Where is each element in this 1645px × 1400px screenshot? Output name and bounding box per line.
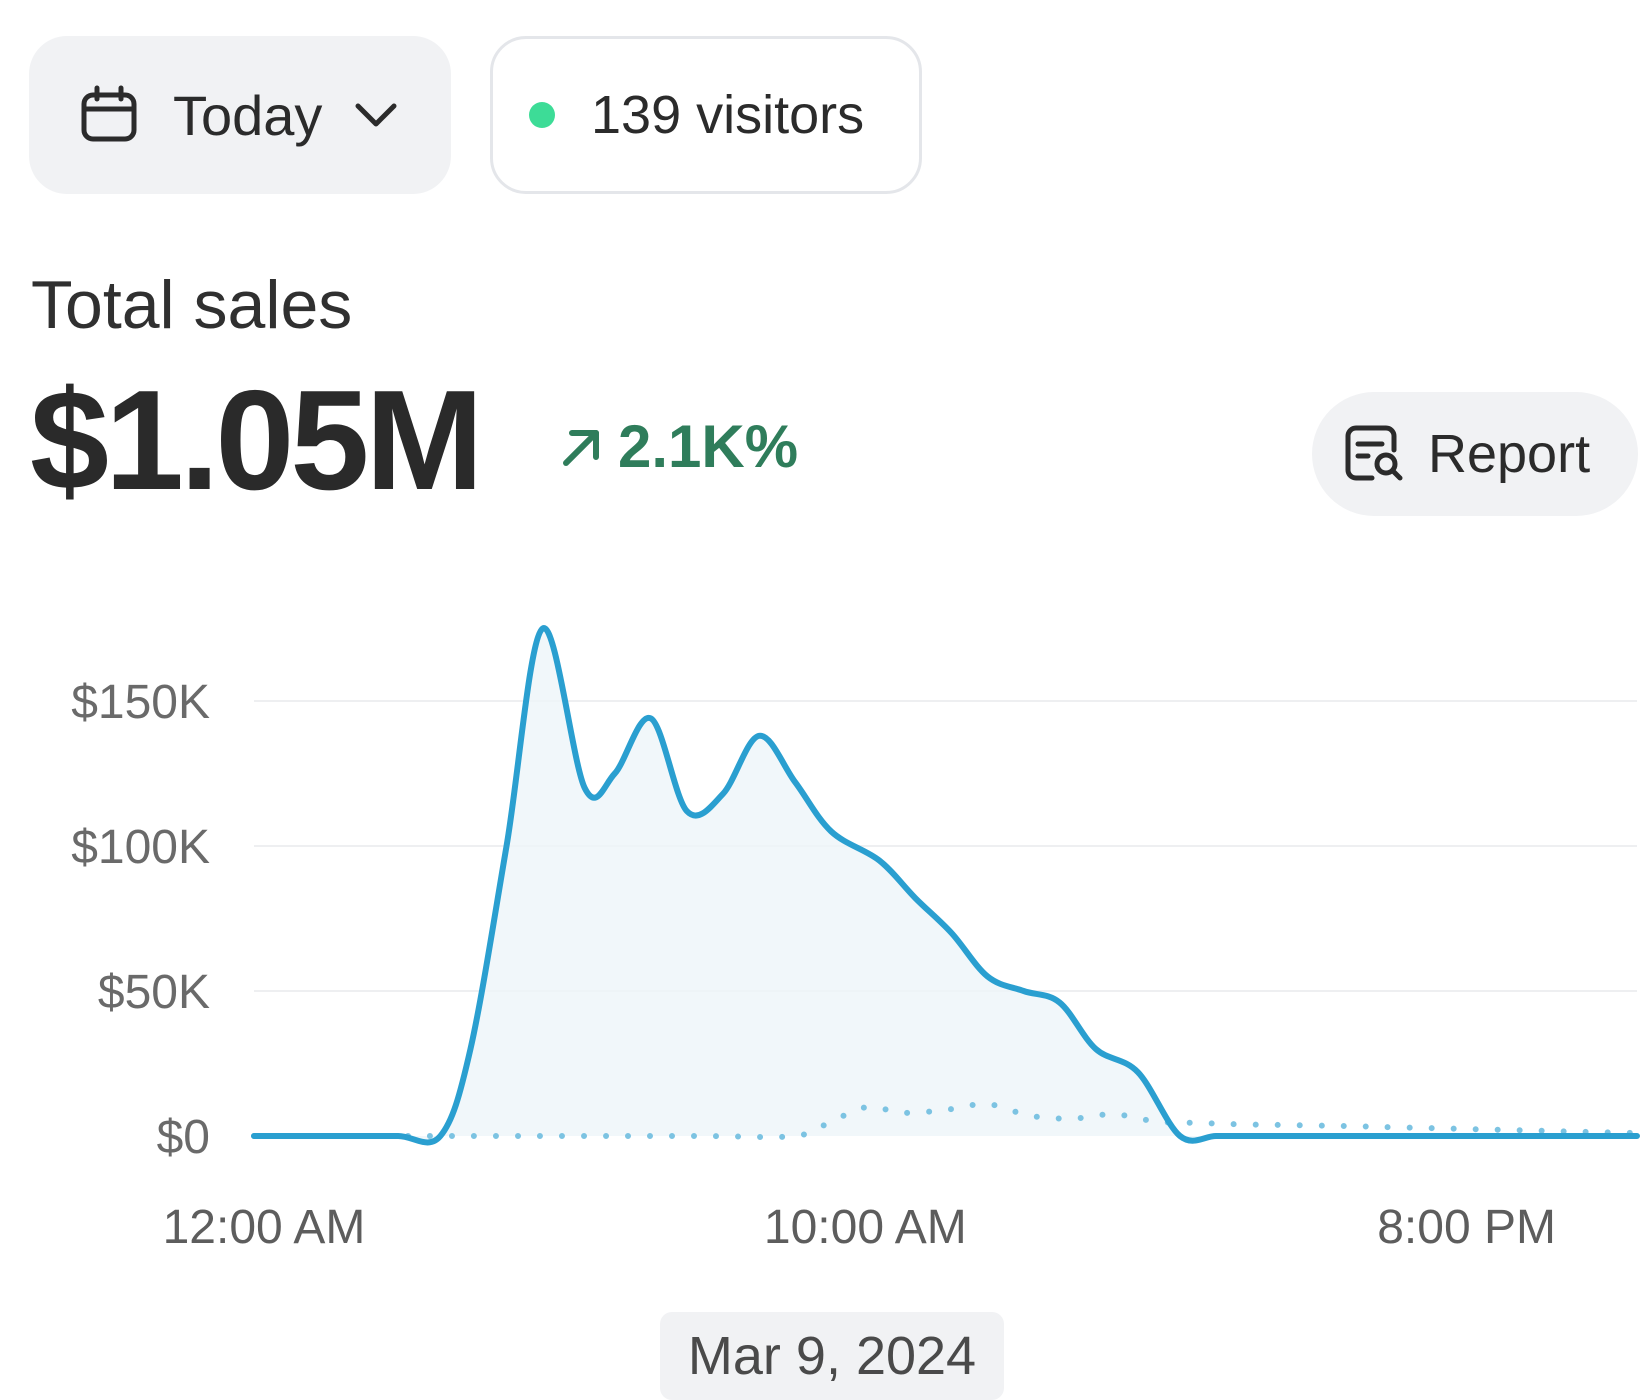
live-visitors-indicator[interactable]: 139 visitors bbox=[490, 36, 922, 194]
calendar-icon bbox=[81, 85, 137, 142]
date-range-button[interactable]: Today bbox=[29, 36, 451, 194]
change-indicator: 2.1K% bbox=[560, 412, 798, 481]
sales-chart[interactable]: $0 $50K $100K $150K 12:00 AM 10:00 AM 8:00 PM bbox=[0, 560, 1645, 1260]
report-label: Report bbox=[1428, 424, 1591, 484]
arrow-up-right-icon bbox=[563, 429, 599, 466]
series-current-area bbox=[254, 628, 1637, 1143]
metric-value: $1.05M bbox=[30, 361, 484, 520]
series-current-line bbox=[251, 625, 1640, 1146]
report-search-icon bbox=[1345, 425, 1403, 481]
visitors-label: 139 visitors bbox=[591, 85, 865, 145]
metric-title: Total sales bbox=[31, 267, 353, 343]
x-tick-label: 8:00 PM bbox=[1377, 1201, 1556, 1254]
y-tick-label: $100K bbox=[71, 821, 210, 874]
chevron-down-icon bbox=[355, 103, 397, 127]
y-tick-label: $50K bbox=[98, 966, 210, 1019]
status-dot-icon bbox=[529, 102, 555, 128]
date-range-label: Today bbox=[173, 83, 323, 147]
y-tick-label: $150K bbox=[71, 676, 210, 729]
tooltip-date-text: Mar 9, 2024 bbox=[687, 1326, 977, 1386]
x-tick-label: 10:00 AM bbox=[764, 1201, 967, 1254]
x-tick-label: 12:00 AM bbox=[163, 1201, 366, 1254]
change-percent: 2.1K% bbox=[618, 413, 799, 480]
y-tick-label: $0 bbox=[157, 1111, 210, 1164]
tooltip-date-label: Mar 9, 2024 bbox=[660, 1312, 1004, 1400]
report-button[interactable]: Report bbox=[1312, 392, 1638, 516]
